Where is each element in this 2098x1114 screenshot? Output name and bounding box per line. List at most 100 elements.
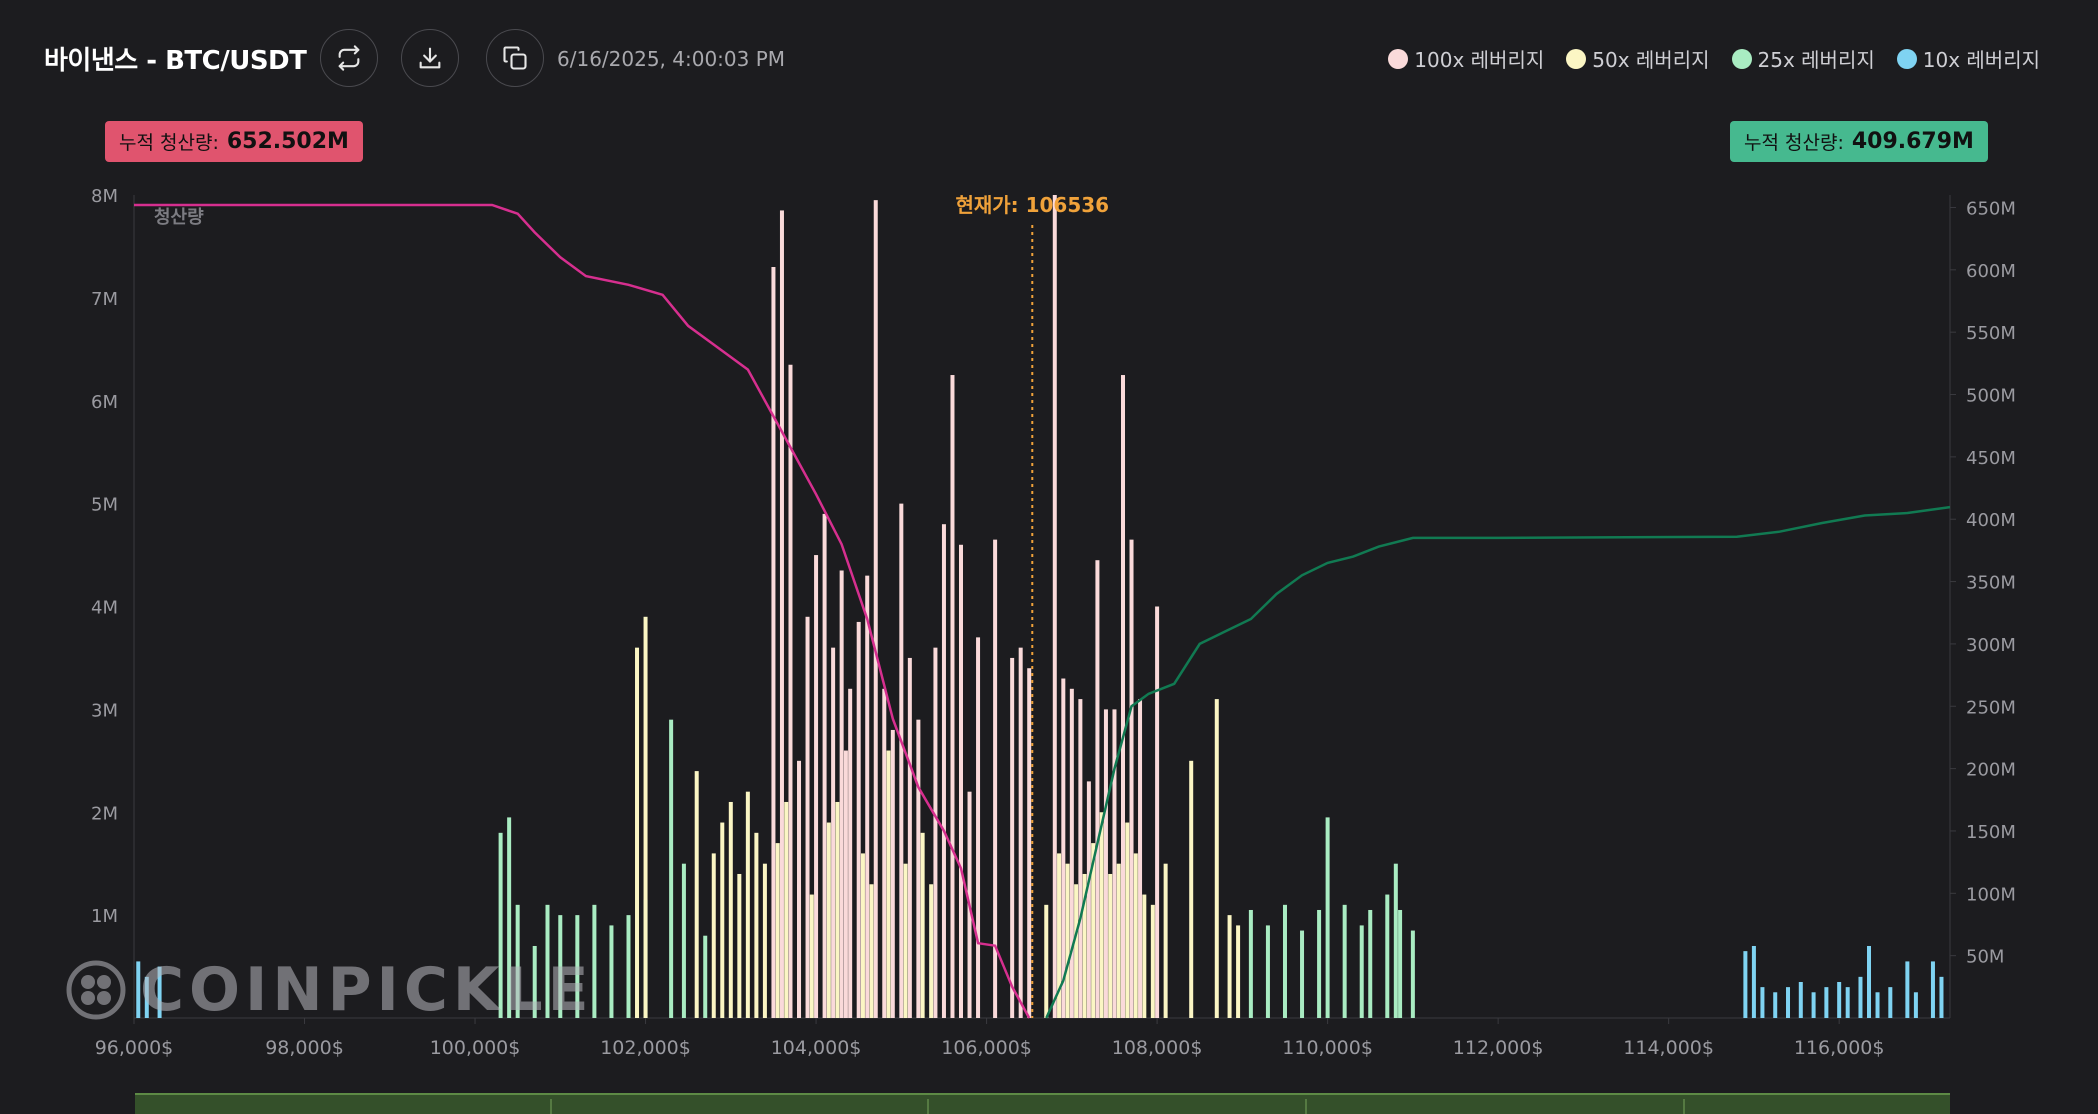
- liquidation-bar: [703, 935, 708, 1018]
- liquidation-bar: [1248, 909, 1253, 1018]
- y-tick-left-label: 5M: [91, 495, 118, 516]
- legend-label: 10x 레버리지: [1922, 48, 2040, 72]
- cumulative-long-line: [1045, 505, 1951, 1019]
- liquidation-bar: [1125, 822, 1130, 1018]
- liquidation-bar: [976, 637, 981, 1018]
- y-tick-left-label: 7M: [91, 289, 118, 310]
- liquidation-bar: [1010, 657, 1015, 1018]
- liquidation-bar: [831, 647, 836, 1018]
- y-axis-label: 청산량: [154, 207, 204, 228]
- legend-item-100x[interactable]: 100x 레버리지: [1388, 44, 1544, 73]
- liquidation-bar: [1018, 647, 1023, 1018]
- liquidation-bar: [1811, 992, 1816, 1018]
- liquidation-bar: [575, 915, 580, 1018]
- liquidation-chart[interactable]: 1M 2M 3M 4M 5M 6M 7M 8M 50M 100M 150M 200M 250M 300M 3…: [0, 180, 2098, 1080]
- liquidation-bar: [1786, 987, 1791, 1018]
- liquidation-bar: [1065, 863, 1070, 1018]
- range-navigator[interactable]: [135, 1093, 1950, 1114]
- top-bar: 바이낸스 - BTC/USDT 6/16/2025, 4:00:03 PM 10…: [0, 0, 2098, 118]
- liquidation-bar: [711, 853, 716, 1018]
- legend-label: 50x 레버리지: [1592, 48, 1710, 72]
- badge-label: 누적 청산량:: [119, 132, 219, 154]
- liquidation-bar: [532, 945, 537, 1018]
- page-title: 바이낸스 - BTC/USDT: [44, 46, 307, 76]
- y-tick-left-label: 2M: [91, 803, 118, 824]
- liquidation-bar: [775, 843, 780, 1018]
- legend-item-10x[interactable]: 10x 레버리지: [1896, 44, 2040, 73]
- x-tick-label: 110,000$: [1282, 1037, 1373, 1059]
- legend-item-25x[interactable]: 25x 레버리지: [1731, 44, 1875, 73]
- liquidation-bar: [899, 503, 904, 1018]
- liquidation-bar: [720, 822, 725, 1018]
- liquidation-bar: [1052, 195, 1057, 1018]
- liquidation-bar: [1398, 909, 1403, 1018]
- badge-label: 누적 청산량:: [1744, 132, 1844, 154]
- y-tick-right-label: 150M: [1966, 822, 2016, 843]
- liquidation-bar: [1189, 760, 1194, 1018]
- cumulative-short-line: [134, 203, 1031, 1019]
- x-tick-label: 108,000$: [1112, 1037, 1203, 1059]
- liquidation-bar: [626, 915, 631, 1018]
- liquidation-bar: [993, 539, 998, 1018]
- liquidation-bar: [1888, 987, 1893, 1018]
- liquidation-bar: [1142, 894, 1147, 1018]
- y-tick-right-label: 400M: [1966, 510, 2016, 531]
- liquidation-bar: [843, 750, 848, 1018]
- liquidation-bar: [822, 513, 827, 1018]
- liquidation-bar: [929, 884, 934, 1018]
- y-tick-right-label: 550M: [1966, 323, 2016, 344]
- liquidation-bar: [1078, 699, 1083, 1018]
- liquidation-bar: [860, 853, 865, 1018]
- liquidation-bar: [869, 884, 874, 1018]
- liquidation-bar: [1930, 961, 1935, 1018]
- liquidation-bar: [779, 210, 784, 1018]
- watermark-text: COINPICKLE: [140, 955, 594, 1025]
- liquidation-bar: [1325, 817, 1330, 1018]
- download-button[interactable]: [401, 29, 459, 87]
- x-tick-label: 104,000$: [771, 1037, 862, 1059]
- liquidation-bar: [1057, 853, 1062, 1018]
- liquidation-bar: [1099, 812, 1104, 1018]
- legend-dot: [1388, 48, 1409, 69]
- liquidation-bar: [1359, 925, 1364, 1018]
- x-tick-label: 102,000$: [600, 1037, 691, 1059]
- y-tick-right-label: 350M: [1966, 573, 2016, 594]
- liquidation-bar: [788, 364, 793, 1018]
- liquidation-bar: [669, 719, 674, 1018]
- liquidation-bar: [762, 863, 767, 1018]
- liquidation-bar: [592, 904, 597, 1018]
- liquidation-bar: [635, 647, 640, 1018]
- liquidation-bar: [848, 688, 853, 1018]
- refresh-button[interactable]: [320, 29, 378, 87]
- liquidation-bar: [771, 267, 776, 1018]
- x-tick-label: 106,000$: [941, 1037, 1032, 1059]
- legend-dot: [1896, 48, 1917, 69]
- liquidation-bar: [1368, 909, 1373, 1018]
- liquidation-bar: [1385, 894, 1390, 1018]
- liquidation-bar: [754, 832, 759, 1018]
- y-tick-right-label: 200M: [1966, 760, 2016, 781]
- liquidation-bar: [1760, 987, 1765, 1018]
- liquidation-bar: [950, 375, 955, 1018]
- liquidation-bar: [1027, 668, 1032, 1018]
- legend: 100x 레버리지 50x 레버리지 25x 레버리지 10x 레버리지: [1388, 44, 2040, 73]
- y-tick-right-label: 650M: [1966, 198, 2016, 219]
- liquidation-bar: [1300, 930, 1305, 1018]
- liquidation-bar: [903, 863, 908, 1018]
- navigator-divider: [1683, 1099, 1685, 1114]
- liquidation-bar: [1773, 992, 1778, 1018]
- liquidation-bar: [1155, 606, 1160, 1018]
- y-tick-left-label: 3M: [91, 700, 118, 721]
- liquidation-bar: [1824, 987, 1829, 1018]
- y-tick-left-label: 8M: [91, 186, 118, 207]
- liquidation-bar: [1798, 981, 1803, 1018]
- copy-button[interactable]: [486, 29, 544, 87]
- liquidation-bar: [809, 894, 814, 1018]
- liquidation-bar: [1129, 539, 1134, 1018]
- liquidation-bar: [1138, 699, 1143, 1018]
- liquidation-bar: [797, 760, 802, 1018]
- liquidation-bar: [1069, 688, 1074, 1018]
- liquidation-bar: [1133, 853, 1138, 1018]
- liquidation-bar: [1227, 915, 1232, 1018]
- legend-item-50x[interactable]: 50x 레버리지: [1566, 44, 1710, 73]
